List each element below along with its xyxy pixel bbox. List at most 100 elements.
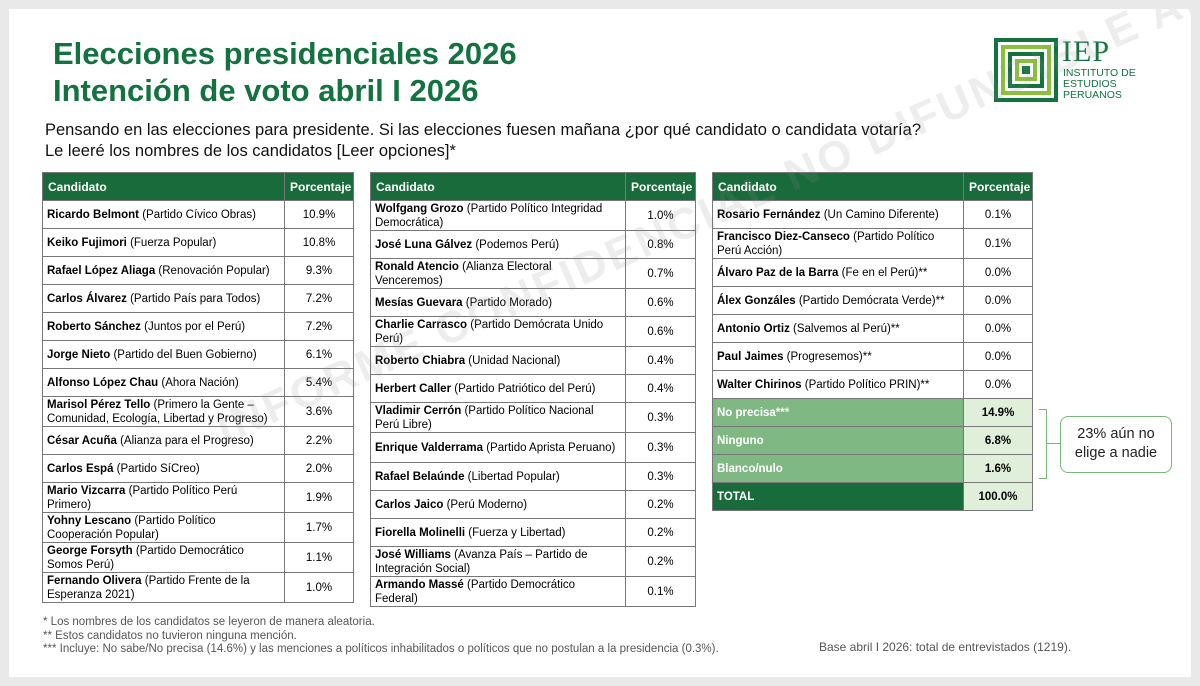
candidate-party: (Partido Demócrata Verde)** [795,294,945,307]
candidate-party: (Partido Demócrata Unido Perú) [375,318,604,345]
undecided-callout: 23% aún no elige a nadie [1060,416,1172,473]
candidate-name: Carlos Álvarez [47,292,127,305]
percentage-cell: 7.2% [284,312,354,341]
summary-percentage: 1.6% [963,454,1033,483]
logo-line-2: ESTUDIOS [1063,78,1117,90]
candidate-cell: Ricardo Belmont (Partido Cívico Obras) [42,200,285,229]
percentage-cell: 10.8% [284,228,354,257]
candidate-party: (Partido País para Todos) [126,292,261,305]
slide: Elecciones presidenciales 2026 Intención… [9,9,1191,677]
candidate-party: (Partido Democrático Somos Perú) [47,544,244,571]
candidate-name: Herbert Caller [375,382,452,395]
candidate-party: (Fuerza y Libertad) [465,526,566,539]
candidate-party: (Partido Político Integridad Democrática… [375,202,603,229]
total-label: TOTAL [712,482,964,511]
candidate-name: Carlos Espá [47,462,114,475]
summary-row: Ninguno 6.8% [712,426,1033,455]
header-candidate: Candidato [42,172,285,201]
candidate-party: (Podemos Perú) [472,238,560,251]
table-row: Carlos Jaico (Perú Moderno) 0.2% [370,490,696,519]
candidate-party: (Avanza País – Partido de Integración So… [375,548,588,575]
table-row: Roberto Chiabra (Unidad Nacional) 0.4% [370,346,696,375]
percentage-cell: 0.1% [963,228,1033,259]
table-row: Carlos Álvarez (Partido País para Todos)… [42,284,354,313]
table-row: Ricardo Belmont (Partido Cívico Obras) 10… [42,200,354,229]
candidate-party: (Partido Político Nacional Perú Libre) [375,404,594,431]
table-row: Álex Gonzáles (Partido Demócrata Verde)*… [712,286,1033,315]
candidate-cell: Enrique Valderrama (Partido Aprista Peru… [370,432,626,463]
table-row: Antonio Ortiz (Salvemos al Perú)** 0.0% [712,314,1033,343]
candidate-party: (Unidad Nacional) [465,354,561,367]
percentage-cell: 2.0% [284,454,354,483]
candidate-name: Enrique Valderrama [375,441,484,454]
candidate-name: Roberto Sánchez [47,320,141,333]
candidate-party: (Partido Frente de la Esperanza 2021) [47,574,250,601]
candidate-party: (Partido Político Perú Acción) [717,230,935,257]
summary-percentage: 14.9% [963,398,1033,427]
candidate-party: (Partido Aprista Peruano) [483,441,616,454]
summary-bracket-tick [1047,443,1060,444]
candidate-party: (Fuerza Popular) [126,236,217,249]
percentage-cell: 0.6% [625,288,696,317]
percentage-cell: 6.1% [284,340,354,369]
percentage-cell: 0.8% [625,230,696,259]
footnote-3: *** Incluye: No sabe/No precisa (14.6%) … [43,643,719,655]
page-title: Elecciones presidenciales 2026 Intención… [53,35,517,109]
candidate-cell: José Luna Gálvez (Podemos Perú) [370,230,626,259]
candidate-cell: Vladimir Cerrón (Partido Político Nacion… [370,402,626,433]
candidate-name: César Acuña [47,434,117,447]
candidate-name: Paul Jaimes [717,350,784,363]
table-row: Carlos Espá (Partido SíCreo) 2.0% [42,454,354,483]
question-line-1: Pensando en las elecciones para presiden… [45,121,921,139]
summary-row: No precisa*** 14.9% [712,398,1033,427]
candidate-name: Mesías Guevara [375,296,463,309]
candidate-name: Vladimir Cerrón [375,404,462,417]
table-row: Paul Jaimes (Progresemos)** 0.0% [712,342,1033,371]
logo-initials: IEP [1062,35,1110,68]
table-1-body: Ricardo Belmont (Partido Cívico Obras) 10… [42,200,354,603]
percentage-cell: 0.3% [625,432,696,463]
candidate-name: Antonio Ortiz [717,322,790,335]
candidate-name: Carlos Jaico [375,498,444,511]
candidate-party: (Alianza Electoral Venceremos) [375,260,552,287]
table-row: Rafael Belaúnde (Libertad Popular) 0.3% [370,462,696,491]
candidate-cell: Mesías Guevara (Partido Morado) [370,288,626,317]
summary-bracket [1039,409,1047,479]
total-row: TOTAL 100.0% [712,482,1033,511]
candidate-name: Álvaro Paz de la Barra [717,266,839,279]
percentage-cell: 0.3% [625,462,696,491]
candidate-name: Ronald Atencio [375,260,459,273]
candidate-cell: José Williams (Avanza País – Partido de … [370,546,626,577]
candidate-name: Francisco Diez-Canseco [717,230,850,243]
candidate-cell: Wolfgang Grozo (Partido Político Integri… [370,200,626,231]
candidate-cell: Keiko Fujimori (Fuerza Popular) [42,228,285,257]
table-2-body: Wolfgang Grozo (Partido Político Integri… [370,200,696,607]
percentage-cell: 10.9% [284,200,354,229]
candidate-cell: Rosario Fernández (Un Camino Diferente) [712,200,964,229]
percentage-cell: 1.7% [284,512,354,543]
candidate-cell: Marisol Pérez Tello (Primero la Gente – … [42,396,285,427]
percentage-cell: 3.6% [284,396,354,427]
header-percentage: Porcentaje [284,172,354,201]
percentage-cell: 0.0% [963,342,1033,371]
candidate-cell: Carlos Espá (Partido SíCreo) [42,454,285,483]
candidate-name: Rosario Fernández [717,208,821,221]
percentage-cell: 0.1% [963,200,1033,229]
candidate-party: (Fe en el Perú)** [838,266,928,279]
table-row: José Williams (Avanza País – Partido de … [370,546,696,577]
candidate-name: Alfonso López Chau [47,376,159,389]
candidate-name: Roberto Chiabra [375,354,466,367]
candidate-cell: Carlos Álvarez (Partido País para Todos) [42,284,285,313]
candidate-party: (Partido Patriótico del Perú) [451,382,596,395]
table-row: Fernando Olivera (Partido Frente de la E… [42,572,354,603]
candidate-party: (Partido SíCreo) [113,462,200,475]
candidate-name: Charlie Carrasco [375,318,468,331]
candidate-party: (Salvemos al Perú)** [789,322,900,335]
header-percentage: Porcentaje [963,172,1033,201]
percentage-cell: 0.6% [625,316,696,347]
summary-label: Blanco/nulo [712,454,964,483]
title-line-2: Intención de voto abril I 2026 [53,73,479,108]
candidate-party: (Juntos por el Perú) [140,320,246,333]
candidate-name: Marisol Pérez Tello [47,398,151,411]
percentage-cell: 0.1% [625,576,696,607]
